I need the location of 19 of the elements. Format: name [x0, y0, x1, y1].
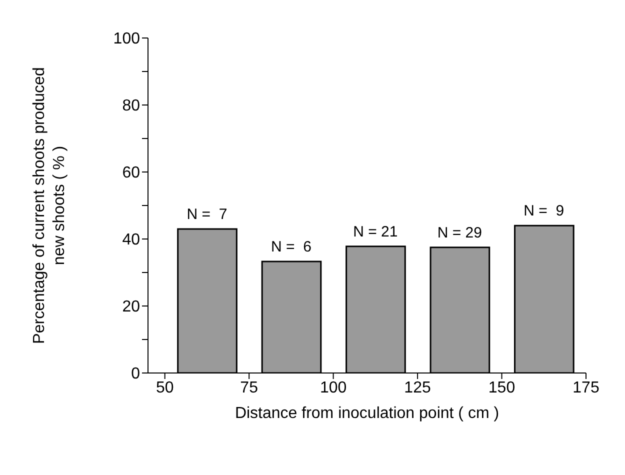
y-tick-label: 20 — [122, 298, 140, 316]
annotation: N = 6 — [270, 238, 312, 256]
x-axis-title: Distance from inoculation point ( cm ) — [234, 405, 500, 422]
y-tick-label: 80 — [122, 98, 140, 115]
x-tick-label: 150 — [488, 379, 516, 396]
x-tick-label: 75 — [240, 379, 258, 396]
annotation: N = 7 — [186, 206, 228, 223]
y-axis-title: Percentage of current shoots produced new shoots ( % ) — [31, 67, 68, 344]
y-tick-label: 60 — [122, 164, 140, 182]
x-tick-label: 100 — [320, 379, 347, 396]
y-tick-label: 0 — [131, 366, 140, 383]
annotation: N = 21 — [353, 223, 398, 240]
y-tick-label: 40 — [122, 232, 140, 249]
x-tick-label: 125 — [404, 379, 431, 396]
x-tick-label: 175 — [572, 379, 600, 396]
annotation: N = 29 — [437, 224, 482, 242]
annotation: N = 9 — [524, 202, 564, 220]
x-tick-label: 50 — [156, 379, 174, 396]
y-tick-label: 100 — [113, 30, 140, 48]
